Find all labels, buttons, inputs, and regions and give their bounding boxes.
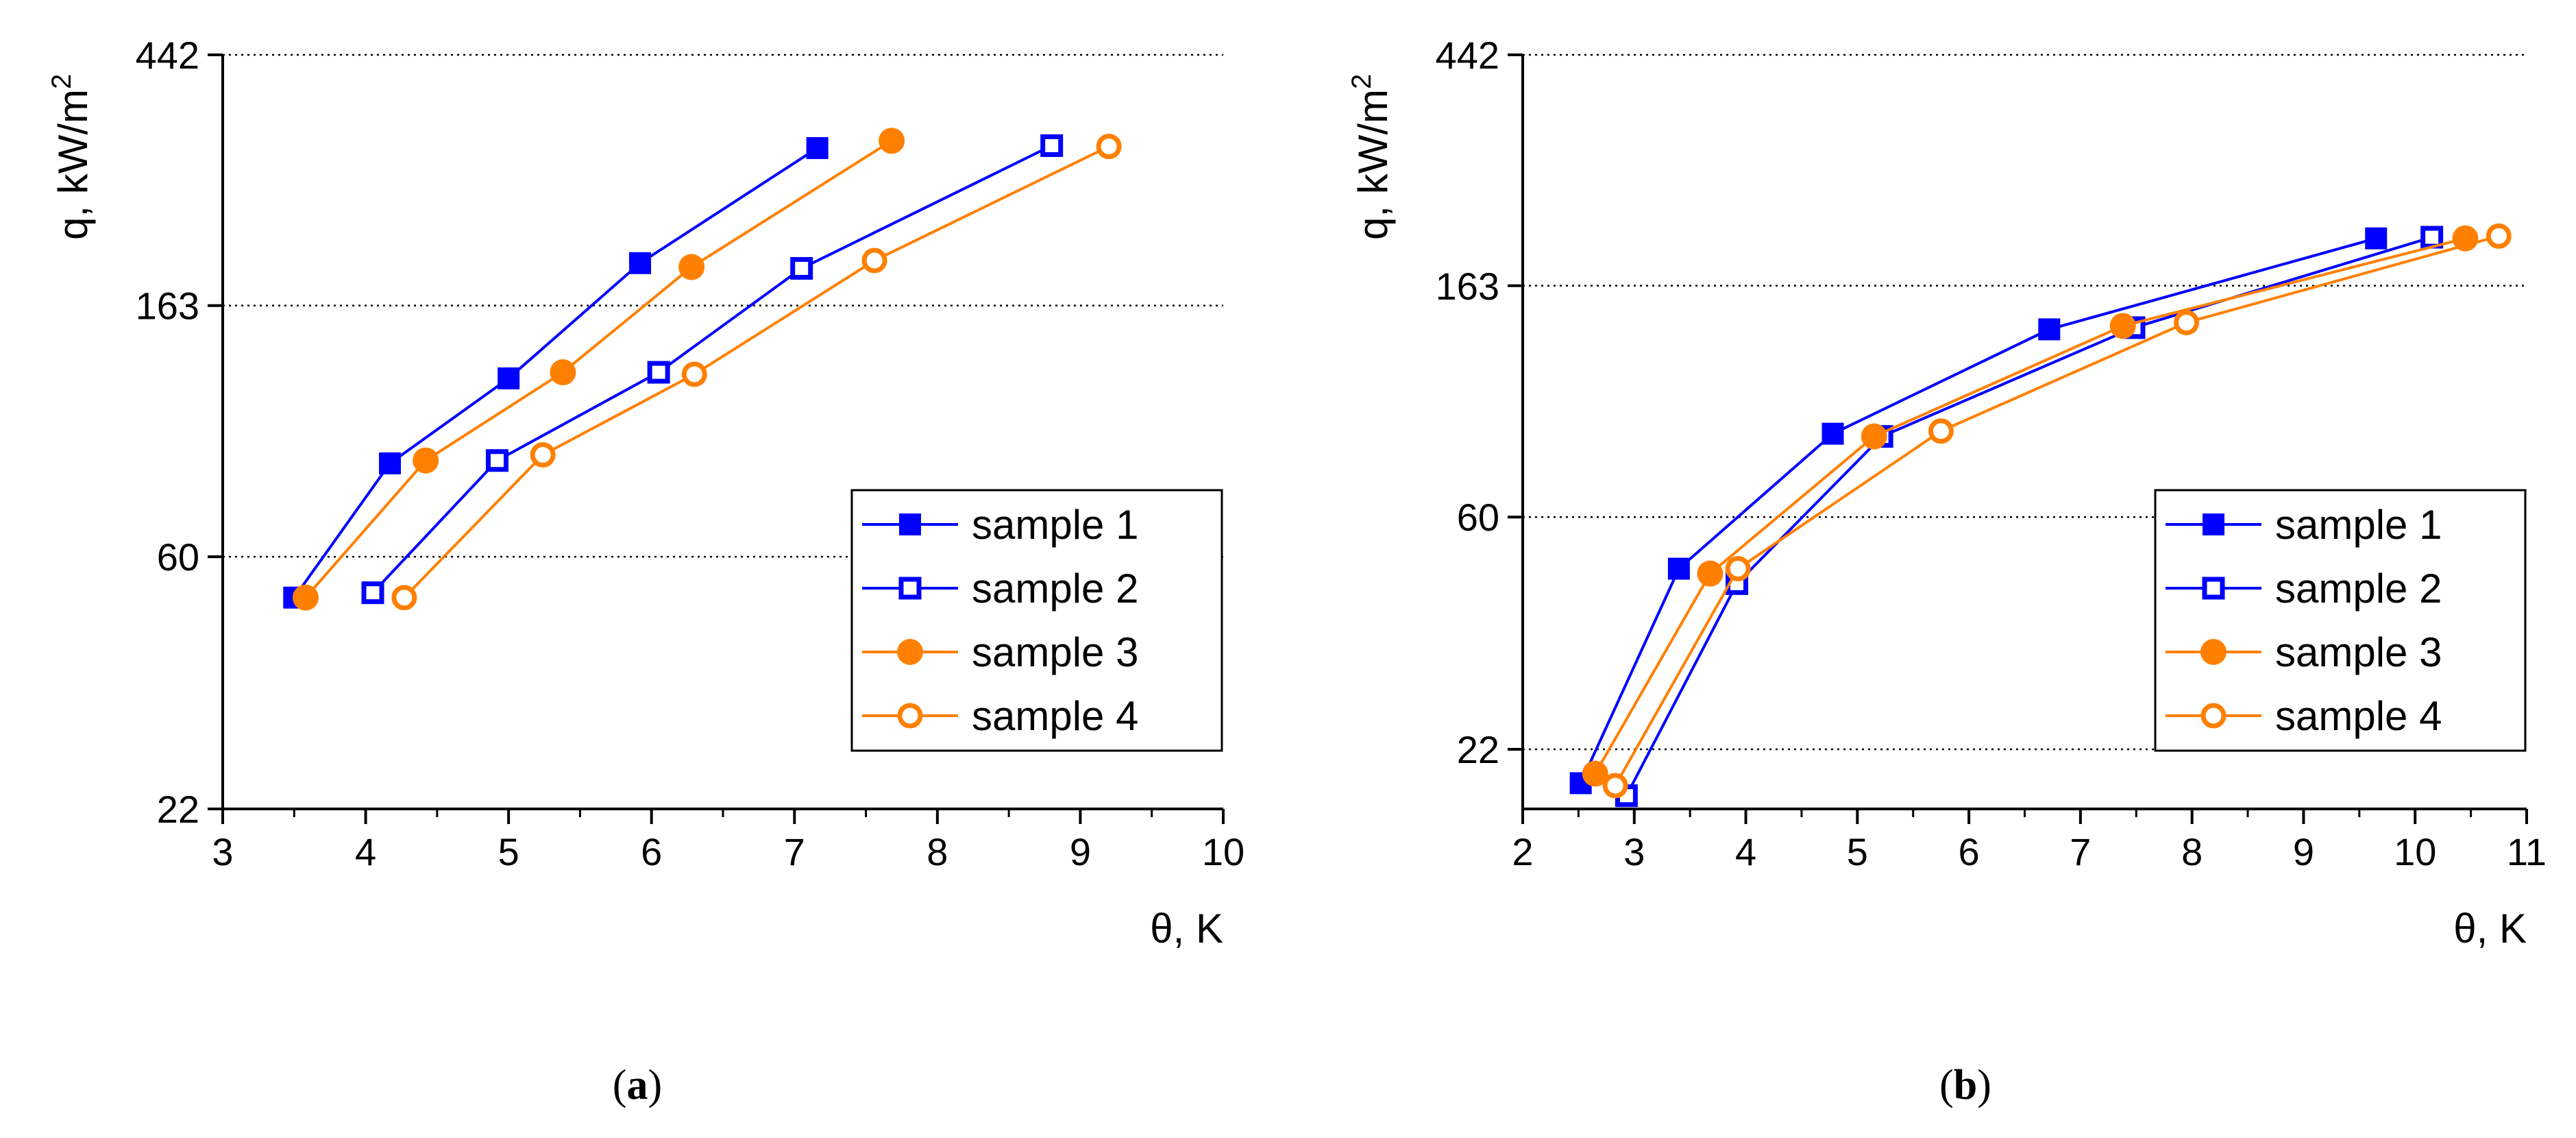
x-tick-label: 5 (498, 830, 519, 873)
y-tick-label: 22 (1457, 728, 1499, 771)
data-point (861, 247, 887, 274)
x-tick-label: 4 (355, 830, 376, 873)
data-point (681, 361, 707, 387)
data-point (1821, 422, 1844, 445)
data-point (1667, 557, 1690, 580)
x-tick-label: 7 (784, 830, 805, 873)
data-point (647, 361, 670, 384)
legend-label: sample 4 (972, 693, 1138, 739)
legend: sample 1 sample 2 sample 3 sample 4 (850, 489, 1223, 752)
y-tick-label: 22 (157, 788, 199, 831)
chart-panel-b: 2 3 4 5 6 7 8 9 10 11 22 60 163 442 θ, K q, kW/m2 sample… (1347, 34, 2547, 1109)
x-tick-label: 3 (1623, 830, 1645, 873)
legend-label: sample 2 (972, 566, 1138, 612)
data-point (1928, 418, 1954, 444)
x-axis-title: θ, K (1150, 906, 1223, 952)
y-axis-title-superscript: 2 (1347, 74, 1377, 89)
x-tick-label: 3 (212, 830, 233, 873)
series-sample-1 (283, 137, 829, 609)
panel-caption-label: a (627, 1062, 648, 1109)
x-tick-label: 7 (2070, 830, 2091, 873)
data-point (1725, 556, 1751, 582)
y-tick-label: 442 (136, 34, 199, 77)
data-point (2420, 226, 2444, 249)
x-tick-label: 5 (1847, 830, 1868, 873)
data-point (1602, 773, 1628, 799)
data-point (806, 137, 829, 160)
series-line (304, 139, 893, 599)
data-point (2174, 310, 2200, 336)
data-point (413, 447, 439, 474)
panel-caption: (a) (613, 1062, 662, 1109)
x-tick-label: 6 (1959, 830, 1980, 873)
data-point (379, 452, 402, 474)
panel-caption-label: b (1954, 1062, 1977, 1109)
series-sample-2 (361, 134, 1064, 605)
x-tick-label: 11 (2507, 830, 2547, 873)
legend-label: sample 1 (972, 502, 1138, 548)
x-tick-label: 4 (1735, 830, 1756, 873)
legend: sample 1 sample 2 sample 3 sample 4 (2154, 489, 2527, 752)
data-point (879, 128, 905, 154)
data-point (678, 254, 705, 280)
series-sample-3 (292, 128, 905, 611)
data-point (1861, 423, 1887, 450)
legend-marker (897, 703, 923, 729)
legend-marker (2200, 639, 2227, 665)
legend-label: sample 1 (2275, 502, 2442, 548)
legend-label: sample 2 (2275, 566, 2442, 612)
data-point (1096, 134, 1122, 160)
legend-marker (897, 639, 923, 665)
data-point (2486, 223, 2512, 249)
x-tick-label: 10 (1202, 830, 1244, 873)
data-point (2109, 313, 2136, 339)
data-point (790, 256, 813, 280)
data-point (1697, 560, 1724, 587)
data-point (361, 581, 384, 605)
legend-marker (2200, 703, 2227, 729)
panel-caption: (b) (1939, 1062, 1991, 1109)
x-tick-label: 8 (927, 830, 948, 873)
data-point (498, 367, 520, 389)
data-point (391, 585, 417, 611)
y-tick-label: 163 (1436, 265, 1499, 308)
y-tick-label: 60 (157, 535, 199, 579)
data-point (629, 252, 652, 274)
series-sample-3 (1582, 225, 2479, 787)
y-tick-label: 163 (136, 284, 199, 328)
data-point (530, 441, 556, 468)
x-tick-label: 9 (2293, 830, 2314, 873)
y-tick-label: 60 (1457, 496, 1499, 539)
data-point (292, 584, 319, 611)
legend-marker (899, 513, 921, 535)
data-point (2038, 318, 2061, 341)
data-point (550, 359, 576, 386)
x-tick-label: 6 (641, 830, 662, 873)
series-sample-1 (1569, 227, 2388, 795)
data-point (1582, 760, 1608, 787)
x-tick-label: 2 (1512, 830, 1533, 873)
y-axis-title: q, kW/m2 (1347, 74, 1396, 240)
x-tick-label: 10 (2394, 830, 2436, 873)
series-sample-4 (1602, 223, 2512, 799)
data-point (485, 449, 508, 472)
x-axis-title: θ, K (2453, 906, 2527, 952)
y-tick-label: 442 (1436, 34, 1499, 77)
legend-label: sample 3 (2275, 629, 2442, 675)
legend-marker (2203, 513, 2224, 535)
legend-label: sample 3 (972, 629, 1138, 675)
y-axis-title-superscript: 2 (47, 74, 77, 89)
y-axis-title: q, kW/m2 (47, 74, 96, 240)
legend-marker (898, 577, 922, 600)
x-tick-label: 8 (2181, 830, 2203, 873)
legend-label: sample 4 (2275, 693, 2442, 739)
x-tick-label: 9 (1070, 830, 1091, 873)
data-point (2365, 227, 2388, 250)
data-point (1040, 134, 1064, 157)
series-sample-4 (391, 134, 1122, 611)
legend-marker (2202, 577, 2225, 600)
